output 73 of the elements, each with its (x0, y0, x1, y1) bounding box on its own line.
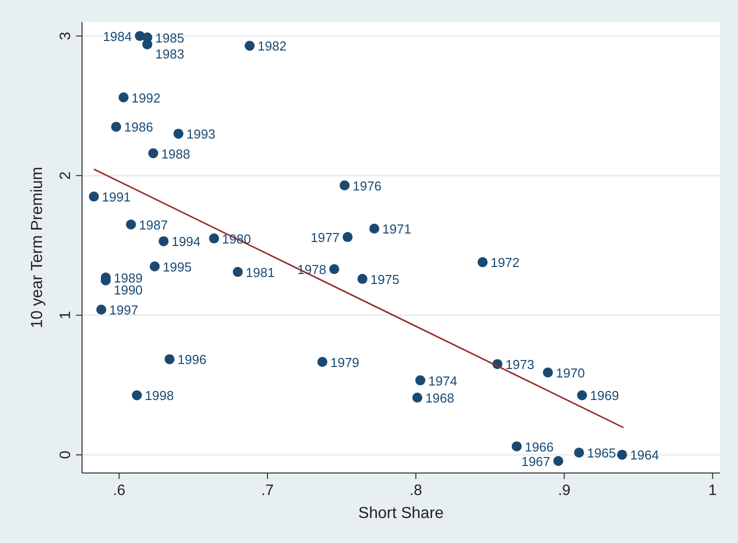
annotation: 1977 (310, 230, 340, 246)
point (617, 450, 628, 460)
y-tick-label: 1 (57, 311, 74, 320)
annotation: 1983 (155, 46, 184, 62)
annotation: 1985 (155, 30, 184, 46)
annotation: 1991 (102, 190, 131, 205)
annotation: 1965 (587, 446, 616, 461)
annotation: 1986 (124, 120, 154, 135)
point (96, 304, 106, 315)
point (111, 122, 122, 132)
annotation: 1974 (428, 373, 458, 388)
y-tick-label: 0 (57, 450, 74, 460)
point (577, 390, 588, 400)
point (342, 232, 353, 242)
point (88, 192, 99, 202)
point (478, 257, 488, 268)
annotation: 1995 (162, 259, 192, 274)
annotation: 1996 (178, 352, 206, 368)
point (553, 456, 564, 466)
point (542, 367, 553, 378)
point (148, 148, 158, 158)
x-tick-label: .8 (410, 482, 422, 499)
point (357, 274, 368, 284)
annotation: 1973 (505, 357, 534, 372)
point (512, 441, 522, 452)
annotation: 1964 (630, 448, 659, 463)
x-axis-title: Short Share (358, 505, 444, 522)
annotation: 1968 (425, 390, 454, 406)
point (173, 128, 184, 139)
annotation: 1982 (258, 38, 287, 54)
annotation: 1993 (186, 126, 216, 142)
annotation: 1997 (109, 302, 138, 318)
annotation: 1967 (521, 454, 550, 469)
point (209, 233, 220, 244)
annotation: 1979 (330, 354, 360, 370)
annotation: 1984 (102, 28, 132, 44)
y-tick-label: 3 (57, 32, 74, 40)
annotation: 1994 (172, 234, 201, 250)
point (574, 448, 584, 458)
point (142, 39, 152, 50)
x-tick-label: .6 (112, 482, 126, 499)
annotation: 1975 (370, 272, 400, 287)
point (164, 354, 175, 364)
point (132, 390, 142, 400)
x-tick-label: 1 (708, 482, 717, 499)
annotation: 1972 (490, 255, 520, 270)
point (415, 375, 426, 386)
annotation: 1966 (524, 439, 554, 454)
annotation: 1969 (590, 388, 619, 404)
point (329, 264, 340, 274)
point (118, 92, 129, 102)
annotation: 1971 (382, 222, 412, 237)
point (244, 40, 255, 51)
annotation: 1981 (246, 264, 275, 280)
point (412, 392, 422, 403)
x-tick-label: .7 (261, 482, 274, 499)
annotation: 1998 (144, 388, 174, 404)
point (317, 356, 328, 367)
y-axis-title: 10 year Term Premium (29, 166, 46, 328)
annotation: 1970 (556, 365, 585, 380)
point (158, 236, 169, 246)
point (150, 261, 160, 272)
point (369, 224, 380, 234)
x-tick-label: .9 (558, 482, 570, 499)
point (232, 266, 243, 277)
annotation: 1978 (297, 262, 326, 278)
annotation: 1987 (138, 217, 168, 232)
point (126, 219, 136, 230)
y-tick-label: 2 (57, 171, 74, 180)
annotation: 1988 (161, 146, 190, 162)
annotation: 1992 (132, 90, 160, 106)
annotation: 1976 (352, 178, 382, 194)
point (340, 180, 350, 190)
